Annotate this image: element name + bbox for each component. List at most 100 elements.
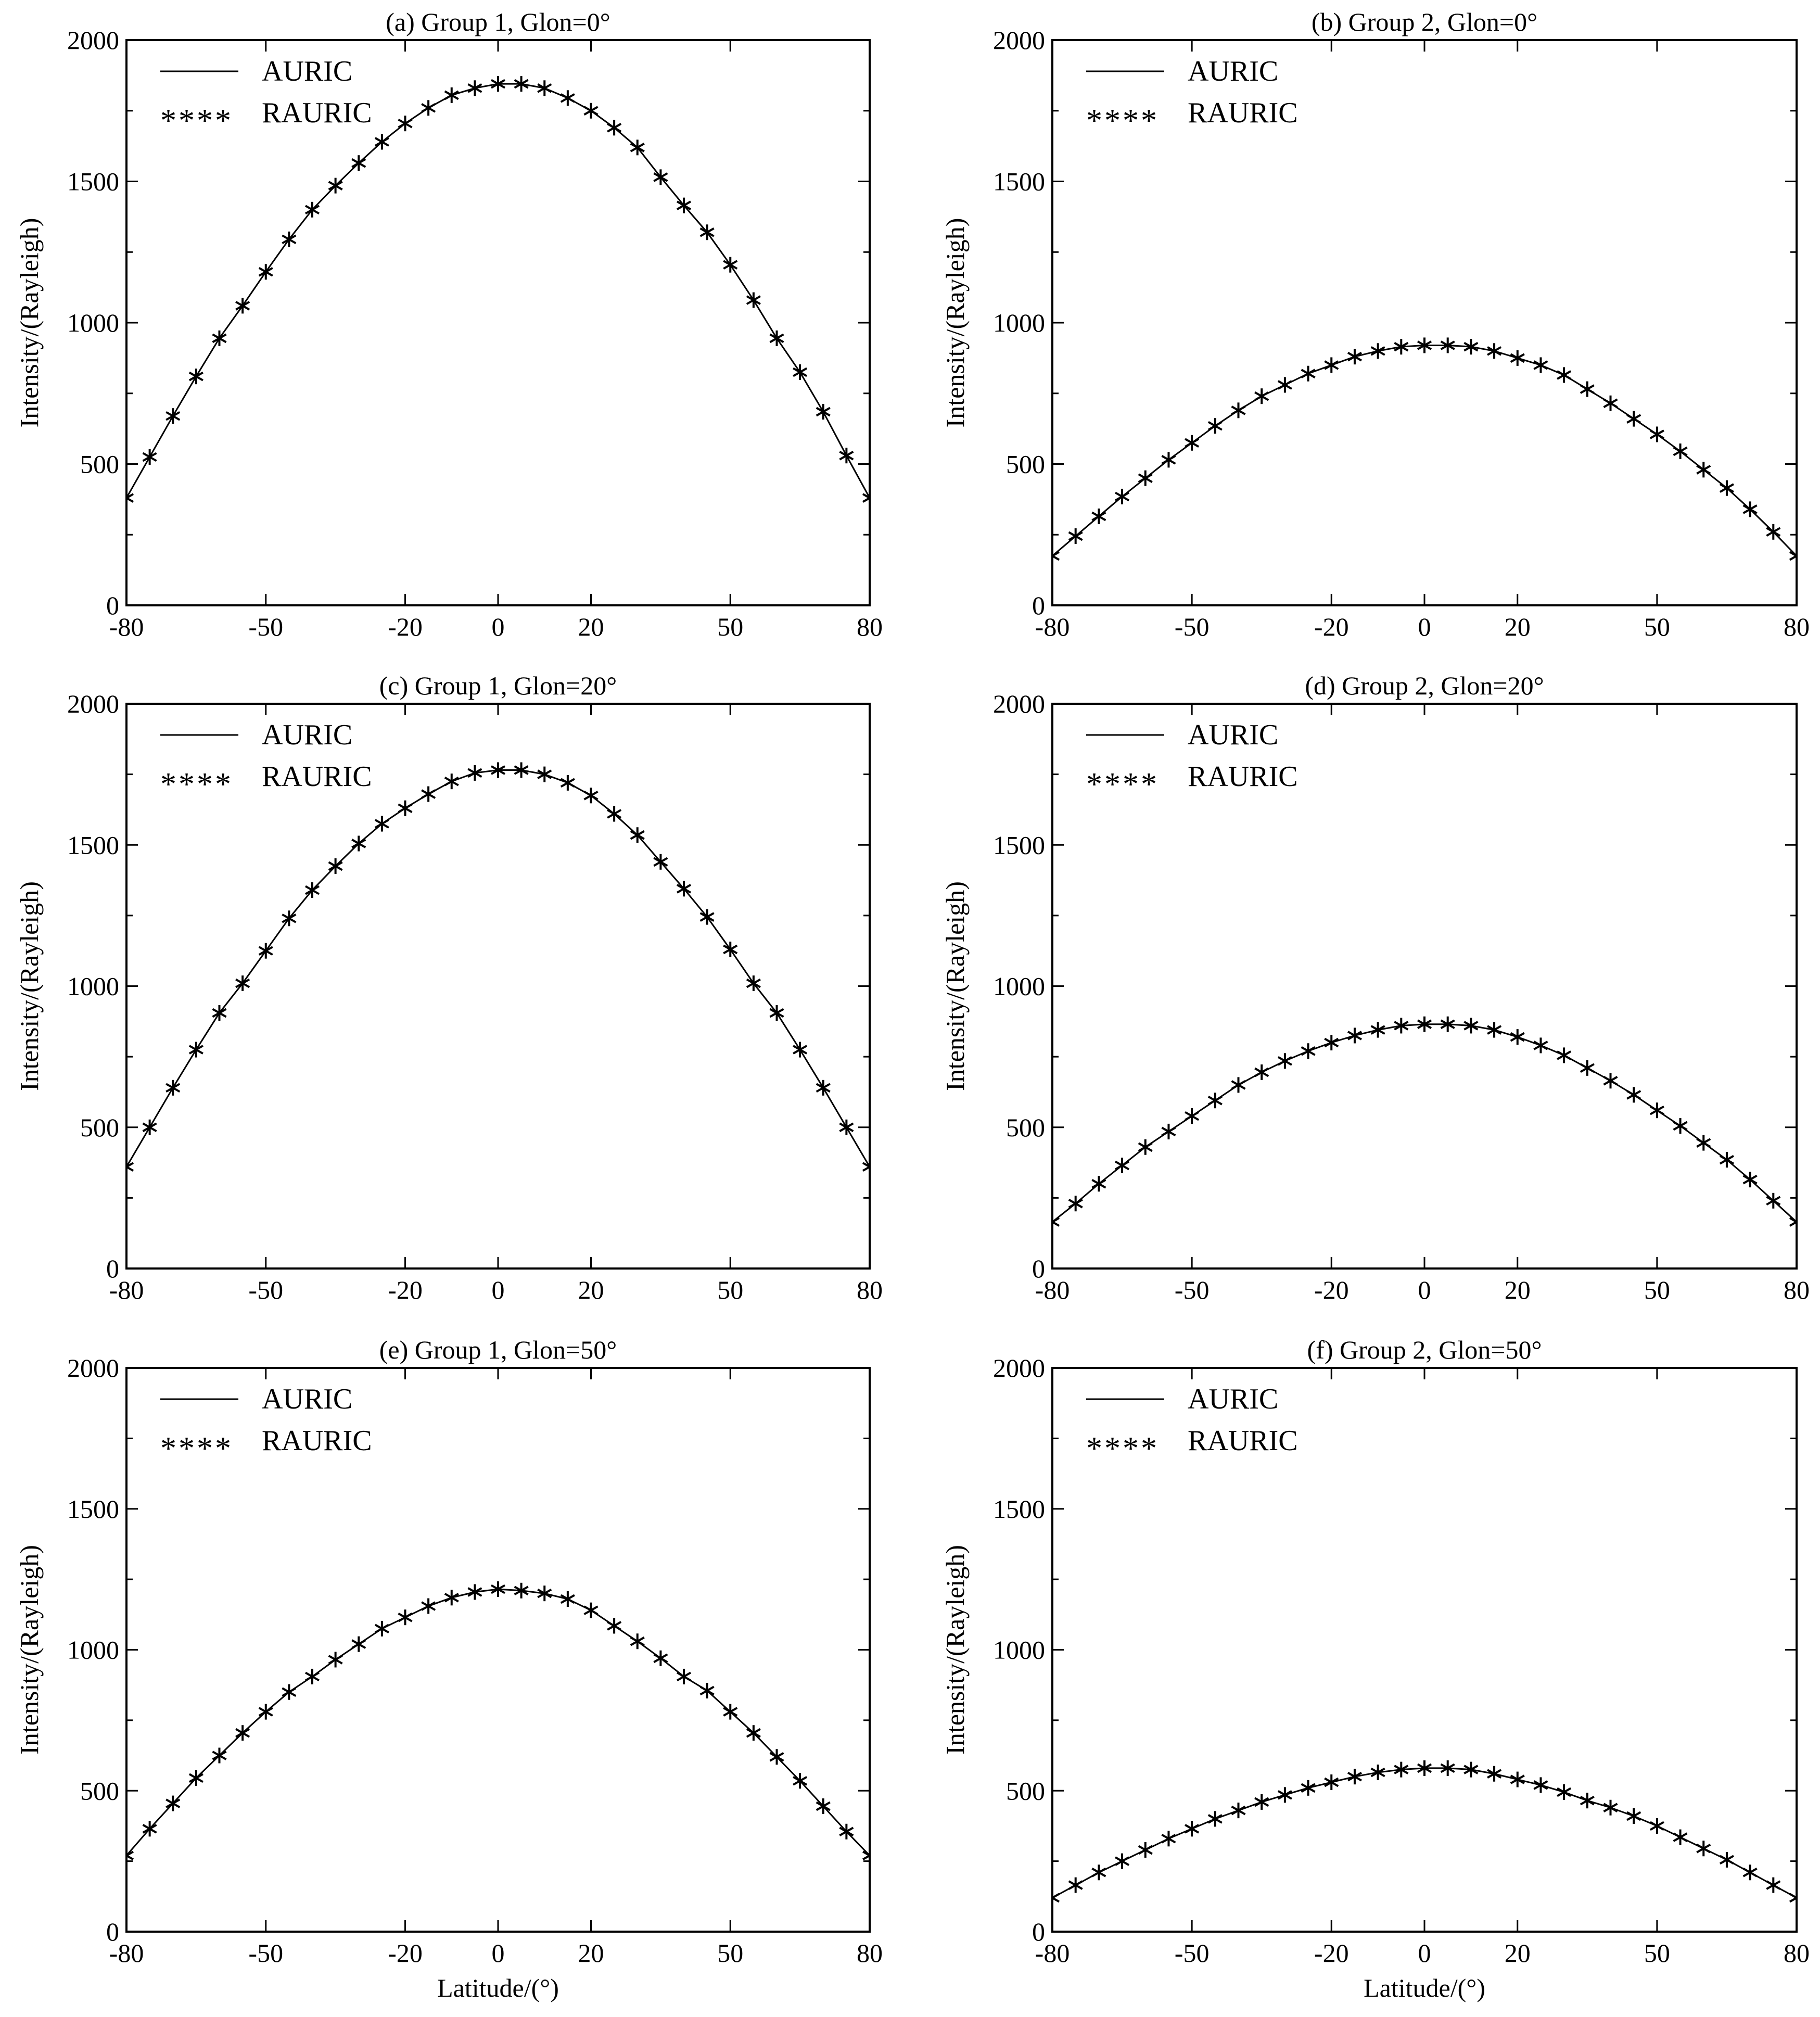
marker-stroke [1052,1893,1060,1899]
y-tick-label: 1000 [993,1635,1045,1665]
marker-stroke [1719,1855,1734,1865]
x-tick-label: -50 [1175,1275,1210,1304]
marker-stroke [537,1588,552,1599]
marker-stroke [793,367,808,377]
rauric-point [1231,402,1246,418]
rauric-point [816,404,831,420]
marker-stroke [583,791,599,801]
rauric-point [1324,357,1339,373]
marker-stroke [1115,1160,1130,1171]
rauric-point [1603,395,1618,411]
legend-label-rauric: RAURIC [1188,97,1298,129]
rauric-point [1510,350,1525,366]
rauric-point [1463,1018,1479,1034]
rauric-point [514,762,529,778]
x-tick-label: -80 [1035,612,1070,641]
marker-stroke [1463,341,1479,352]
marker-stroke [769,1008,784,1018]
marker-stroke [1603,398,1618,408]
legend-marker-sample: **** [160,1431,233,1466]
x-tick-label: -80 [1035,1938,1070,1968]
marker-stroke [1115,1856,1130,1866]
rauric-point [583,1602,599,1618]
marker-stroke [1324,360,1339,370]
x-tick-label: 20 [578,1275,604,1304]
legend-marker-sample: **** [1086,103,1159,138]
marker-stroke [1394,341,1409,352]
rauric-point [1347,1027,1362,1044]
marker-stroke [1394,1765,1409,1774]
marker-stroke [1649,1105,1664,1115]
rauric-point [304,882,320,898]
rauric-point [1254,1794,1269,1810]
marker-stroke [1557,1787,1572,1797]
series-line-auric [126,83,870,499]
y-tick-label: 500 [80,1776,119,1805]
x-tick-label: 20 [1505,1938,1531,1968]
marker-stroke [1742,504,1758,514]
marker-stroke [1487,346,1502,356]
rauric-point [1277,1787,1292,1803]
legend-marker-sample: **** [160,103,233,138]
x-tick-label: -50 [248,1275,283,1304]
marker-stroke [1487,1769,1502,1779]
rauric-point [793,364,808,380]
rauric-point [537,80,552,96]
rauric-point [1580,1060,1595,1076]
rauric-point [212,330,227,346]
marker-stroke [862,497,870,503]
y-tick-label: 1000 [67,1635,119,1665]
marker-stroke [1580,1063,1595,1073]
rauric-point [514,76,529,92]
rauric-point [1091,1864,1106,1881]
rauric-point [1277,1053,1292,1069]
rauric-point [1138,1842,1153,1858]
series-line-auric [1052,1767,1797,1899]
plot-area [126,1581,870,1863]
marker-stroke [1324,1777,1339,1787]
marker-stroke [444,1593,459,1603]
rauric-point [607,1618,622,1634]
marker-stroke [1603,1076,1618,1086]
rauric-point [304,201,320,218]
x-tick-label: 80 [857,1938,883,1968]
rauric-point [1673,1829,1688,1845]
rauric-point [1580,381,1595,397]
rauric-point [676,1668,692,1684]
rauric-point [1091,1176,1106,1192]
y-tick-label: 1000 [993,308,1045,337]
rauric-point [1766,524,1781,540]
marker-stroke [723,260,738,270]
x-tick-label: 50 [1644,1938,1670,1968]
rauric-point [282,231,297,247]
rauric-point [1696,1841,1711,1857]
y-tick-label: 1500 [993,1494,1045,1524]
legend-label-auric: AURIC [262,719,352,751]
rauric-point [560,775,575,791]
rauric-point [699,909,715,925]
legend: AURIC **** RAURIC [1086,55,1298,138]
rauric-point [126,490,134,506]
rauric-point [1649,1102,1664,1119]
marker-stroke [816,1083,831,1093]
marker-stroke [699,1685,715,1696]
marker-stroke [653,857,668,867]
rauric-point [142,449,157,465]
rauric-point [1626,1087,1641,1103]
x-tick-label: 80 [1784,1275,1810,1304]
rauric-point [1301,1780,1316,1796]
y-axis-label: Intensity/(Rayleigh) [15,1545,44,1755]
x-tick-label: 20 [578,1938,604,1968]
marker-stroke [583,106,599,116]
rauric-point [1557,1784,1572,1800]
marker-stroke [1161,1834,1176,1844]
legend-marker-sample: **** [160,767,233,802]
rauric-point [746,1725,761,1741]
rauric-point [374,1620,389,1637]
rauric-point [1626,1808,1641,1824]
rauric-point [560,90,575,106]
x-tick-label: 50 [717,1938,743,1968]
y-tick-label: 0 [106,1917,119,1946]
rauric-point [351,1636,366,1652]
rauric-point [374,816,389,832]
